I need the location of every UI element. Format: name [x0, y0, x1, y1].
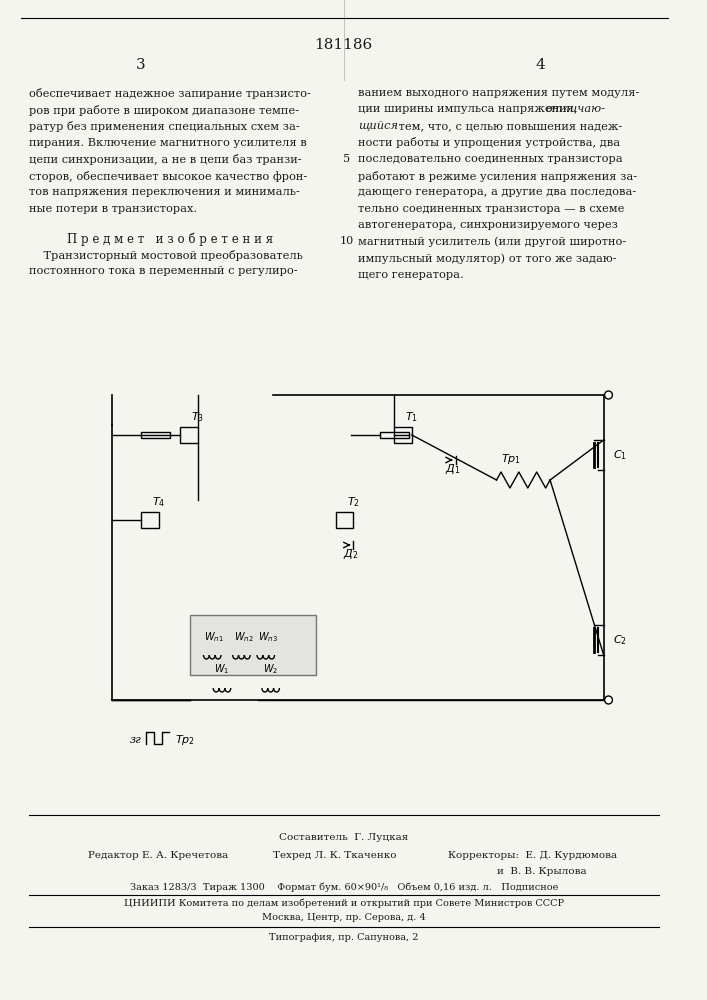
- Text: импульсный модулятор) от того же задаю-: импульсный модулятор) от того же задаю-: [358, 253, 617, 264]
- Text: тов напряжения переключения и минималь-: тов напряжения переключения и минималь-: [29, 187, 300, 197]
- Text: тельно соединенных транзистора — в схеме: тельно соединенных транзистора — в схеме: [358, 204, 625, 214]
- Text: ратур без применения специальных схем за-: ратур без применения специальных схем за…: [29, 121, 300, 132]
- Text: $Д_1$: $Д_1$: [445, 463, 460, 476]
- Text: и  В. В. Крылова: и В. В. Крылова: [496, 867, 586, 876]
- Bar: [380, 432, 409, 438]
- Circle shape: [604, 391, 612, 399]
- Text: ции ширины импульса напряжения,: ции ширины импульса напряжения,: [358, 104, 581, 114]
- Text: $W_1$: $W_1$: [214, 662, 230, 676]
- Text: Заказ 1283/3  Тираж 1300    Формат бум. 60×90¹/₈   Объем 0,16 изд. л.   Подписно: Заказ 1283/3 Тираж 1300 Формат бум. 60×9…: [129, 883, 558, 892]
- Text: $C_1$: $C_1$: [614, 448, 627, 462]
- Text: зг: зг: [129, 735, 141, 745]
- Text: работают в режиме усиления напряжения за-: работают в режиме усиления напряжения за…: [358, 170, 638, 182]
- Text: $W_{п1}$: $W_{п1}$: [204, 630, 224, 644]
- Bar: [395, 427, 412, 443]
- Text: пирания. Включение магнитного усилителя в: пирания. Включение магнитного усилителя …: [29, 137, 307, 147]
- Text: сторов, обеспечивает высокое качество фрон-: сторов, обеспечивает высокое качество фр…: [29, 170, 308, 182]
- Text: $T_3$: $T_3$: [191, 410, 204, 424]
- Text: ные потери в транзисторах.: ные потери в транзисторах.: [29, 204, 197, 214]
- Text: ЦНИИПИ Комитета по делам изобретений и открытий при Совете Министров СССР: ЦНИИПИ Комитета по делам изобретений и о…: [124, 899, 563, 908]
- Text: $W_{п2}$: $W_{п2}$: [234, 630, 253, 644]
- Text: $W_2$: $W_2$: [263, 662, 278, 676]
- Text: цепи синхронизации, а не в цепи баз транзи-: цепи синхронизации, а не в цепи баз тран…: [29, 154, 302, 165]
- Text: Типография, пр. Сапунова, 2: Типография, пр. Сапунова, 2: [269, 933, 419, 942]
- Text: Техред Л. К. Ткаченко: Техред Л. К. Ткаченко: [273, 851, 396, 860]
- Text: ванием выходного напряжения путем модуля-: ванием выходного напряжения путем модуля…: [358, 88, 640, 98]
- Bar: [336, 512, 354, 528]
- Text: 3: 3: [136, 58, 146, 72]
- Bar: [141, 512, 158, 528]
- Text: $Тр_1$: $Тр_1$: [501, 452, 522, 466]
- Text: отличаю-: отличаю-: [545, 104, 605, 114]
- Text: $T_2$: $T_2$: [347, 495, 360, 509]
- Text: щийся: щийся: [358, 121, 398, 131]
- Text: Транзисторный мостовой преобразователь: Транзисторный мостовой преобразователь: [29, 250, 303, 261]
- Text: $T_4$: $T_4$: [152, 495, 165, 509]
- Text: последовательно соединенных транзистора: последовательно соединенных транзистора: [358, 154, 623, 164]
- Text: магнитный усилитель (или другой широтно-: магнитный усилитель (или другой широтно-: [358, 236, 626, 247]
- Text: 181186: 181186: [315, 38, 373, 52]
- Text: $Тр_2$: $Тр_2$: [175, 733, 195, 747]
- Text: ров при работе в широком диапазоне темпе-: ров при работе в широком диапазоне темпе…: [29, 104, 299, 115]
- Bar: [180, 427, 198, 443]
- Text: 5: 5: [343, 154, 350, 164]
- Text: Составитель  Г. Луцкая: Составитель Г. Луцкая: [279, 833, 409, 842]
- Text: тем, что, с целью повышения надеж-: тем, что, с целью повышения надеж-: [395, 121, 623, 131]
- Text: $C_2$: $C_2$: [614, 633, 627, 647]
- Text: $Д_2$: $Д_2$: [343, 548, 358, 561]
- Text: щего генератора.: щего генератора.: [358, 269, 464, 279]
- Text: постоянного тока в переменный с регулиро-: постоянного тока в переменный с регулиро…: [29, 266, 298, 276]
- Bar: [190, 615, 317, 675]
- Text: П р е д м е т   и з о б р е т е н и я: П р е д м е т и з о б р е т е н и я: [67, 232, 274, 245]
- Text: обеспечивает надежное запирание транзисто-: обеспечивает надежное запирание транзист…: [29, 88, 311, 99]
- Text: дающего генератора, а другие два последова-: дающего генератора, а другие два последо…: [358, 187, 636, 197]
- Text: 10: 10: [339, 236, 354, 246]
- Text: автогенератора, синхронизируемого через: автогенератора, синхронизируемого через: [358, 220, 618, 230]
- Text: $W_{п3}$: $W_{п3}$: [258, 630, 278, 644]
- Circle shape: [604, 696, 612, 704]
- Text: Редактор Е. А. Кречетова: Редактор Е. А. Кречетова: [88, 851, 228, 860]
- Bar: [141, 432, 170, 438]
- Text: Москва, Центр, пр. Серова, д. 4: Москва, Центр, пр. Серова, д. 4: [262, 913, 426, 922]
- Text: Корректоры:  Е. Д. Курдюмова: Корректоры: Е. Д. Курдюмова: [448, 851, 617, 860]
- Text: ности работы и упрощения устройства, два: ности работы и упрощения устройства, два: [358, 137, 621, 148]
- Text: $T_1$: $T_1$: [405, 410, 419, 424]
- Text: 4: 4: [535, 58, 545, 72]
